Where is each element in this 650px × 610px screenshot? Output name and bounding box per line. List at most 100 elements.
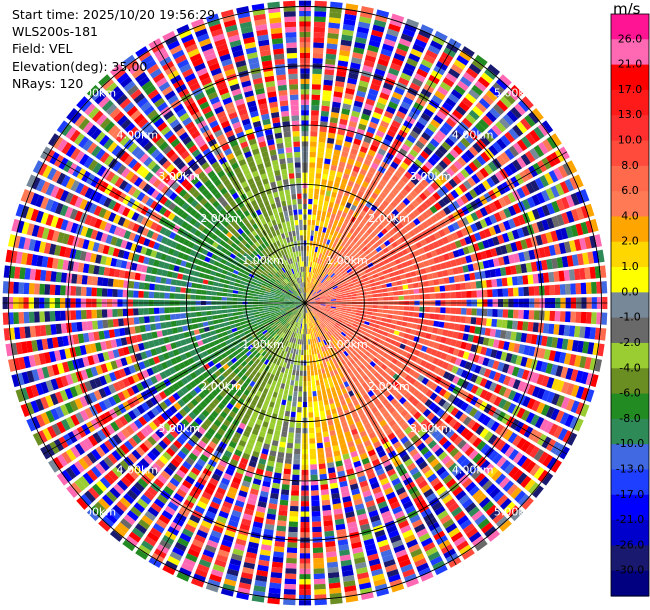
range-gate [316,319,321,325]
range-gate [303,318,305,324]
range-gate [326,324,332,330]
range-gate [550,185,560,198]
range-gate [371,290,378,294]
range-gate [359,282,365,287]
range-gate [391,410,400,419]
range-gate [396,222,404,230]
range-gate [360,271,367,276]
range-gate [391,174,400,183]
range-gate [425,332,432,340]
range-gate [361,417,369,426]
range-gate [569,176,579,190]
range-gate [312,292,318,297]
range-gate [355,36,367,45]
range-gate [491,278,498,288]
range-gate [307,287,310,293]
range-gate [546,202,556,215]
range-gate [540,404,551,417]
range-gate [360,330,367,335]
range-gate [320,253,325,260]
range-gate [502,363,510,374]
range-gate [335,307,342,310]
range-gate [447,330,454,338]
range-gate [445,97,457,108]
range-gate [308,295,313,300]
range-gate [308,318,311,324]
range-gate [312,214,317,221]
range-gate [357,21,371,29]
range-gate [376,415,385,423]
range-gate [329,482,339,489]
range-gate [375,496,386,505]
range-gate [331,408,337,415]
range-gate [302,313,304,319]
range-gate [507,505,520,518]
range-gate [306,287,309,293]
range-gate [313,235,317,242]
range-gate [306,323,309,329]
range-gate [421,377,430,385]
range-gate [326,456,334,464]
range-gate [597,249,605,263]
range-gate [322,168,329,175]
range-gate [305,313,307,319]
range-gate [548,423,559,436]
range-gate [312,531,323,538]
range-gate [326,48,337,55]
range-gate [308,198,313,205]
range-gate [296,412,302,418]
range-gate [306,313,308,319]
range-gate [458,274,466,282]
range-gate [468,434,478,445]
range-gate [346,340,353,346]
range-gate [356,567,368,575]
range-gate [465,527,479,539]
range-gate [288,526,298,533]
range-gate [431,272,439,279]
range-gate [428,280,435,286]
range-gate [434,90,446,101]
range-gate [527,210,536,222]
range-gate [538,247,546,258]
range-gate [315,421,321,428]
range-gate [229,558,242,567]
range-gate [289,353,293,359]
range-gate [334,86,344,93]
range-gate [313,294,319,298]
range-gate [262,421,269,428]
range-gate [381,313,388,318]
range-gate [351,57,362,65]
range-gate [296,333,300,339]
range-gate [479,389,489,399]
range-gate [306,261,309,267]
range-gate [418,261,425,269]
range-gate [467,244,475,254]
range-gate [416,182,426,192]
range-gate [316,363,321,370]
range-gate [239,317,245,322]
range-gate [550,364,559,376]
range-gate [308,272,311,278]
range-gate [306,277,309,283]
range-gate [465,371,474,381]
range-gate [446,234,454,243]
range-gate [428,402,437,411]
range-gate [374,347,381,353]
range-gate [450,89,463,100]
range-gate [416,33,430,44]
range-gate [556,198,565,211]
range-gate [335,139,343,146]
range-gate [297,396,302,403]
range-gate [348,153,357,161]
range-gate [321,340,325,347]
range-gate [305,292,308,298]
range-gate [314,321,318,327]
range-gate [445,292,451,299]
range-gate [391,477,401,487]
range-gate [460,402,469,412]
range-gate [322,95,331,102]
range-gate [481,114,494,127]
range-gate [332,358,337,365]
range-gate [281,367,286,373]
range-gate [462,351,470,360]
